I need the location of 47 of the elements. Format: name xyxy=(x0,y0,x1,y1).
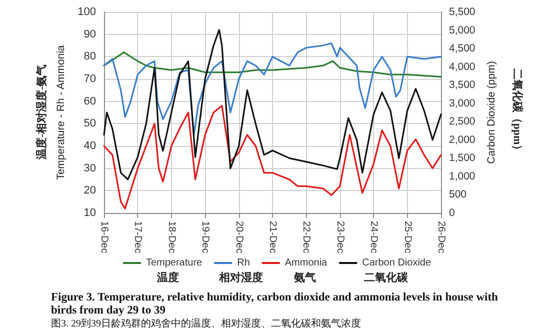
y2-tick-label: 0 xyxy=(449,207,455,219)
y2-tick-label: 2,000 xyxy=(449,134,476,146)
y-tick-label: 50 xyxy=(84,118,96,130)
text: Figure 3. Temperature, relative humidity, carbon dioxide and ammonia levels in house with birds from day 29 to 39 xyxy=(51,292,501,316)
y-tick-label: 70 xyxy=(84,73,96,85)
x-tick-label: 23-Dec xyxy=(334,221,346,254)
legend-label: Carbon Dioxide xyxy=(362,258,432,268)
x-tick-label: 26-Dec xyxy=(436,221,446,254)
y-tick-label: 100 xyxy=(78,6,96,18)
x-tick-label: 19-Dec xyxy=(200,221,211,254)
text: 温度-相对湿度-氨气 xyxy=(35,64,48,161)
y-tick-label: 20 xyxy=(84,184,96,197)
y2-tick-label: 4,500 xyxy=(449,42,476,55)
y-tick-label: 40 xyxy=(84,140,96,152)
x-tick-label: 20-Dec xyxy=(233,221,244,254)
y2-tick-label: 4,000 xyxy=(449,60,476,73)
text: 二氧化碳 xyxy=(364,271,409,284)
y2-tick-label: 1,000 xyxy=(449,170,476,182)
y2-tick-label: 1,500 xyxy=(449,152,476,164)
legend-label: Temperature xyxy=(146,258,203,268)
y-tick-label: 60 xyxy=(84,95,96,108)
legend-label: Ammonia xyxy=(284,258,328,268)
x-tick-label: 18-Dec xyxy=(166,221,177,254)
y2-tick-label: 5,000 xyxy=(449,24,476,36)
text: 二氧化碳（ppm） xyxy=(511,68,524,156)
text: 温度 xyxy=(156,271,179,284)
y2-tick-label: 500 xyxy=(449,188,467,201)
text: 图3. 29到39日龄鸡群的鸡舍中的温度、相对湿度、二氧化碳和氨气浓度 xyxy=(51,318,361,329)
y2-tick-label: 3,000 xyxy=(449,97,476,110)
y-tick-label: 90 xyxy=(84,28,96,40)
legend-label: Rh xyxy=(237,258,250,268)
y-axis-title: Temperature - Rh - Ammonia xyxy=(55,44,68,180)
x-tick-label: 24-Dec xyxy=(368,221,380,254)
y-tick-label: 30 xyxy=(84,162,96,174)
y-tick-label: 80 xyxy=(84,50,96,63)
text: 氨气 xyxy=(293,271,316,284)
y2-tick-label: 2,500 xyxy=(449,116,476,128)
x-tick-label: 25-Dec xyxy=(402,221,413,254)
y2-axis-title: Carbon Dioxide (ppm) xyxy=(486,61,498,164)
y-tick-label: 10 xyxy=(84,207,96,219)
x-tick-label: 16-Dec xyxy=(98,221,110,254)
text: 相对湿度 xyxy=(218,271,263,284)
y2-tick-label: 5,500 xyxy=(449,6,476,18)
x-tick-label: 21-Dec xyxy=(267,221,278,254)
x-tick-label: 17-Dec xyxy=(132,221,144,254)
x-tick-label: 22-Dec xyxy=(300,221,312,254)
y2-tick-label: 3,500 xyxy=(449,79,476,92)
